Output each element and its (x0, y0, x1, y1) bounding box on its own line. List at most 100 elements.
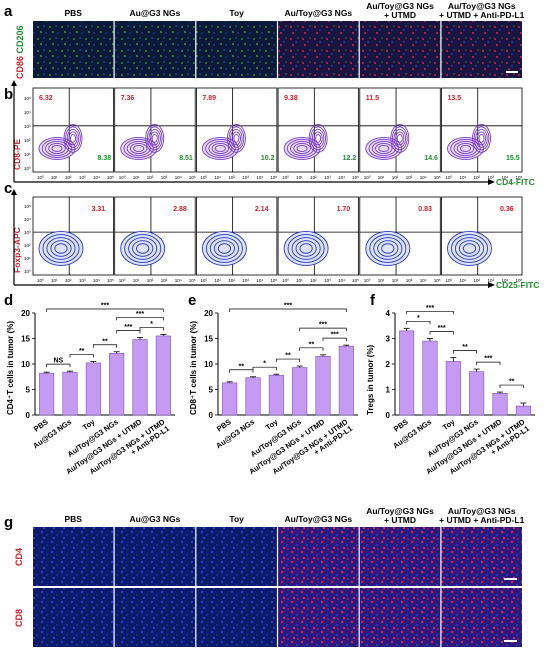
group-header: PBS (65, 8, 83, 18)
axis-label: CD4-FITC (496, 177, 535, 187)
bar (399, 330, 415, 416)
bar (155, 335, 171, 416)
scale-bar (506, 71, 518, 73)
if-image (114, 527, 196, 586)
if-image (278, 21, 359, 78)
contour (213, 240, 235, 257)
arrow-head (488, 282, 495, 288)
y-tick-label: 5 (26, 386, 31, 395)
tick-label: 10³ (488, 278, 495, 283)
x-tick-label: Toy (81, 417, 97, 432)
arrow-head (488, 179, 495, 185)
tick-label: 10⁵ (352, 175, 359, 180)
contour (126, 140, 151, 156)
if-image (359, 527, 441, 586)
tick-label: 10³ (406, 175, 413, 180)
quadrant-value: 0.36 (500, 206, 514, 213)
if-image (114, 588, 196, 647)
y-tick-label: 15 (204, 335, 213, 344)
flow-plot: 11.5 14.6 10⁰ 10¹ 10² 10³ 10⁴ 10⁵ (359, 87, 441, 180)
contour (296, 144, 308, 153)
tick-label: 10² (474, 175, 481, 180)
row-label: CD8 (14, 609, 24, 627)
x-tick-label: Toy (264, 417, 280, 432)
group-header: Au/Toy@G3 NGs (285, 8, 353, 18)
contour (475, 128, 488, 148)
y-tick-label: 0 (209, 411, 214, 420)
tick-label: 10⁵ (516, 278, 523, 283)
if-image (196, 527, 277, 586)
contour (381, 243, 395, 254)
contour (38, 231, 84, 266)
contour (233, 134, 240, 143)
tick-label: 10⁴ (502, 278, 509, 283)
tick-label: 10² (474, 278, 481, 283)
scale-bar (504, 640, 517, 642)
contour (293, 142, 311, 154)
y-tick-label: 2 (386, 360, 391, 369)
flow-frame (114, 87, 196, 173)
tick-label: 10¹ (51, 175, 58, 180)
tick-label: 10¹ (133, 278, 140, 283)
contour (458, 240, 481, 257)
panel-letter: f (370, 292, 376, 309)
flow-plot: 1.70 10⁰ 10¹ 10² 10³ 10⁴ 10⁵ (277, 196, 359, 283)
group-header: Au/Toy@G3 NGs + UTMD (366, 506, 434, 525)
tick-label: 10³ (242, 175, 249, 180)
flow-plot: 13.5 15.5 10⁰ 10¹ 10² 10³ 10⁴ 10⁵ (441, 87, 523, 180)
tick-label: 10³ (406, 278, 413, 283)
significance-bracket (139, 327, 164, 331)
tick-label: 10³ (488, 175, 495, 180)
tick-label: 10⁴ (24, 217, 31, 222)
tick-label: 10² (147, 278, 154, 283)
contour (123, 139, 154, 158)
quadrant-value: 8.38 (98, 155, 112, 162)
if-image (33, 588, 114, 647)
contour (395, 131, 405, 146)
panel-letter: b (4, 86, 13, 103)
contour (148, 128, 161, 148)
contour (228, 126, 245, 151)
contour (231, 131, 241, 146)
quadrant-value: 2.14 (255, 206, 269, 213)
y-tick-label: 3 (386, 335, 391, 344)
y-tick-label: 1 (386, 386, 391, 395)
tick-label: 10¹ (133, 175, 140, 180)
contour (133, 144, 145, 153)
significance-label: *** (101, 303, 109, 310)
quadrant-value: 0.83 (418, 206, 432, 213)
flow-plot: 0.36 10⁰ 10¹ 10² 10³ 10⁴ 10⁵ (441, 196, 523, 283)
significance-bracket (406, 310, 454, 315)
y-axis-label: CD8⁺T cells in tumor (%) (189, 321, 198, 415)
tick-label: 10⁵ (434, 175, 441, 180)
contour (124, 234, 162, 263)
contour (150, 131, 160, 146)
bar (492, 393, 508, 416)
group-header: Toy (229, 8, 244, 18)
panel-letter: d (4, 292, 13, 309)
tick-label: 10⁰ (364, 175, 371, 180)
tick-label: 10⁰ (200, 278, 207, 283)
y-tick-label: 15 (21, 335, 30, 344)
row-label: CD4 (14, 548, 24, 566)
quadrant-value: 13.5 (448, 95, 462, 102)
tick-label: 10⁰ (119, 175, 126, 180)
tick-label: 10¹ (460, 278, 467, 283)
tick-label: 10⁰ (364, 278, 371, 283)
significance-label: *** (331, 332, 339, 339)
y-tick-label: 0 (26, 411, 31, 420)
tick-label: 10³ (79, 278, 86, 283)
arrow-head (11, 80, 17, 86)
contour (299, 243, 313, 254)
y-tick-label: 20 (204, 309, 213, 318)
contour (211, 142, 230, 154)
tick-label: 10⁰ (446, 278, 453, 283)
bar (469, 371, 485, 416)
contour (369, 234, 407, 263)
tick-label: 10⁵ (516, 175, 523, 180)
contour (226, 123, 246, 153)
tick-label: 10³ (161, 278, 168, 283)
